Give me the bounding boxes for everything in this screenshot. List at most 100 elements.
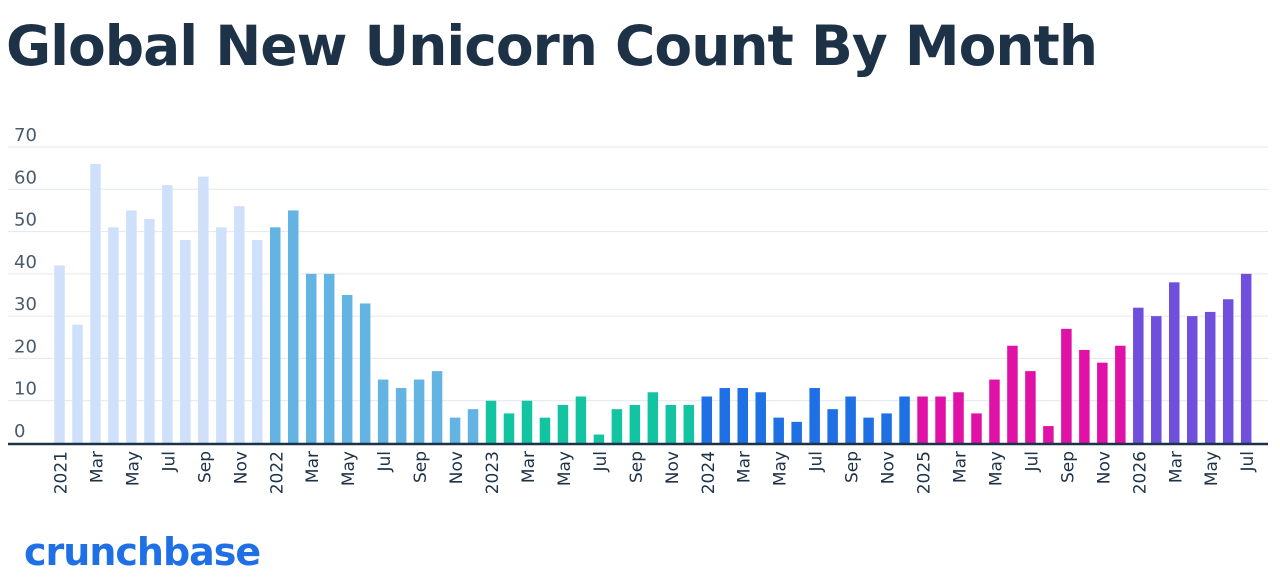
x-tick-label: May: [1202, 451, 1222, 486]
bar: [575, 396, 587, 443]
bar: [467, 409, 479, 443]
bar: [359, 303, 371, 443]
x-tick-label: Sep: [195, 451, 215, 483]
bar: [1133, 307, 1144, 443]
y-tick-label: 70: [14, 125, 37, 146]
bar: [845, 396, 856, 443]
bar: [683, 404, 695, 443]
x-tick-label: Jul: [1238, 451, 1258, 473]
bar: [413, 379, 425, 443]
x-tick-label: 2026: [1130, 451, 1150, 494]
bar: [180, 240, 191, 443]
x-tick-label: Sep: [1058, 451, 1078, 483]
bar: [1097, 362, 1108, 443]
crunchbase-logo: crunchbase: [24, 530, 261, 574]
bar: [629, 404, 641, 443]
bar: [881, 413, 892, 443]
x-tick-label: 2025: [915, 451, 935, 494]
bar: [1222, 299, 1234, 443]
bar: [557, 404, 569, 443]
bar: [935, 396, 946, 443]
bar: [719, 388, 731, 443]
x-tick-label: Sep: [843, 451, 863, 483]
bar: [449, 417, 461, 443]
x-tick-label: Mar: [87, 451, 107, 483]
x-tick-label: Jul: [159, 451, 179, 473]
x-tick-label: Nov: [663, 451, 683, 484]
y-tick-label: 50: [14, 210, 37, 231]
bar: [899, 396, 910, 443]
bar: [1025, 371, 1036, 443]
x-tick-label: May: [986, 451, 1006, 486]
bar: [1169, 282, 1180, 443]
bar: [341, 295, 353, 443]
x-tick-label: Mar: [735, 451, 755, 483]
bar: [1186, 316, 1198, 443]
bar: [503, 413, 515, 443]
bar: [144, 218, 155, 443]
y-tick-label: 40: [14, 252, 37, 273]
bar: [270, 227, 281, 443]
bar: [1151, 316, 1162, 443]
bar: [323, 273, 335, 443]
x-tick-label: 2022: [267, 451, 287, 494]
x-tick-label: Nov: [231, 451, 251, 484]
x-tick-label: Mar: [951, 451, 971, 483]
bar: [827, 409, 838, 443]
x-tick-label: May: [771, 451, 791, 486]
x-tick-label: Jul: [375, 451, 395, 473]
bar: [593, 434, 605, 443]
x-tick-label: Jul: [591, 451, 611, 473]
x-tick-label: Nov: [879, 451, 899, 484]
bar: [863, 417, 874, 443]
x-tick-label: Mar: [303, 451, 323, 483]
y-tick-label: 10: [14, 379, 37, 400]
bar: [1043, 426, 1054, 443]
x-tick-label: Nov: [1094, 451, 1114, 484]
bar: [917, 396, 928, 443]
bar: [1115, 345, 1126, 443]
y-tick-label: 20: [14, 336, 37, 357]
bar: [1079, 349, 1090, 443]
x-tick-label: 2021: [52, 451, 72, 494]
bar: [485, 400, 497, 443]
bar: [126, 210, 137, 443]
x-tick-label: Sep: [411, 451, 431, 483]
bar: [665, 404, 677, 443]
bar: [216, 227, 227, 443]
bar: [773, 417, 784, 443]
bar: [755, 392, 766, 443]
bar: [1007, 345, 1018, 443]
bar: [1240, 273, 1252, 443]
bar: [431, 371, 443, 443]
bar: [162, 185, 173, 444]
bar: [1204, 311, 1216, 443]
bar: [791, 421, 802, 443]
bar: [809, 388, 820, 443]
bar: [737, 388, 748, 443]
bar: [252, 240, 263, 443]
bar: [611, 409, 623, 443]
bar: [953, 392, 964, 443]
bar: [108, 227, 119, 443]
bar: [1061, 328, 1072, 443]
bar: [971, 413, 982, 443]
bar: [305, 273, 317, 443]
x-tick-label: Mar: [519, 451, 539, 483]
bar: [539, 417, 551, 443]
y-tick-label: 0: [14, 421, 25, 442]
bar: [989, 379, 1000, 443]
x-tick-label: Jul: [807, 451, 827, 473]
x-tick-label: Sep: [627, 451, 647, 483]
bar: [395, 388, 407, 443]
x-tick-label: May: [555, 451, 575, 486]
x-tick-label: Mar: [1166, 451, 1186, 483]
x-tick-label: May: [339, 451, 359, 486]
bar: [647, 392, 659, 443]
bar: [287, 210, 299, 443]
bar: [701, 396, 713, 443]
bar: [72, 324, 83, 443]
chart-title: Global New Unicorn Count By Month: [6, 14, 1098, 78]
bar: [521, 400, 533, 443]
